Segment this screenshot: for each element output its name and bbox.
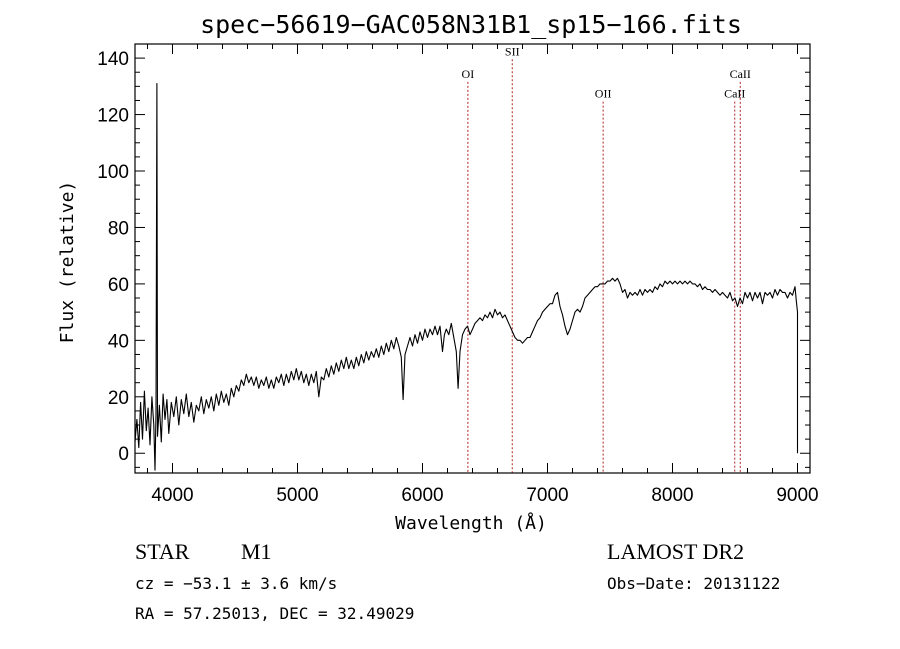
chart-title: spec−56619−GAC058N31B1_sp15−166.fits (200, 10, 742, 39)
line-marker-label: OII (595, 87, 612, 101)
line-marker-label: CaII (724, 87, 745, 101)
x-axis-title: Wavelength (Å) (395, 512, 547, 534)
spectrum-line (134, 82, 799, 471)
y-tick-label: 80 (108, 218, 129, 239)
obs-date: Obs−Date: 20131122 (607, 574, 780, 593)
x-tick-label: 9000 (776, 485, 818, 506)
x-axis: 4000 5000 6000 7000 8000 9000 (147, 44, 819, 506)
redshift-readout: cz = −53.1 ± 3.6 km/s (135, 574, 337, 593)
line-marker-label: OI (462, 67, 475, 81)
x-tick-label: 6000 (401, 485, 443, 506)
y-tick-label: 20 (108, 388, 129, 409)
x-tick-label: 4000 (151, 485, 193, 506)
y-tick-label: 100 (97, 162, 129, 183)
x-tick-label: 8000 (651, 485, 693, 506)
line-marker-label: CaII (730, 67, 751, 81)
spectral-line-markers: OI SII OII CaII CaII (462, 44, 751, 473)
y-tick-label: 40 (108, 331, 129, 352)
y-axis: 0 20 40 60 80 100 120 140 (97, 43, 810, 468)
y-tick-label: 120 (97, 106, 129, 127)
y-tick-label: 0 (118, 444, 129, 465)
coordinates-readout: RA = 57.25013, DEC = 32.49029 (135, 604, 414, 623)
plot-frame (134, 43, 811, 474)
line-marker-label: SII (505, 44, 520, 58)
y-tick-label: 60 (108, 275, 129, 296)
y-axis-title: Flux (relative) (57, 181, 78, 344)
x-tick-label: 7000 (526, 485, 568, 506)
survey-name: LAMOST DR2 (607, 539, 744, 564)
object-subclass: M1 (241, 539, 272, 564)
y-tick-label: 140 (97, 49, 129, 70)
x-tick-label: 5000 (276, 485, 318, 506)
object-class: STAR (135, 539, 190, 564)
